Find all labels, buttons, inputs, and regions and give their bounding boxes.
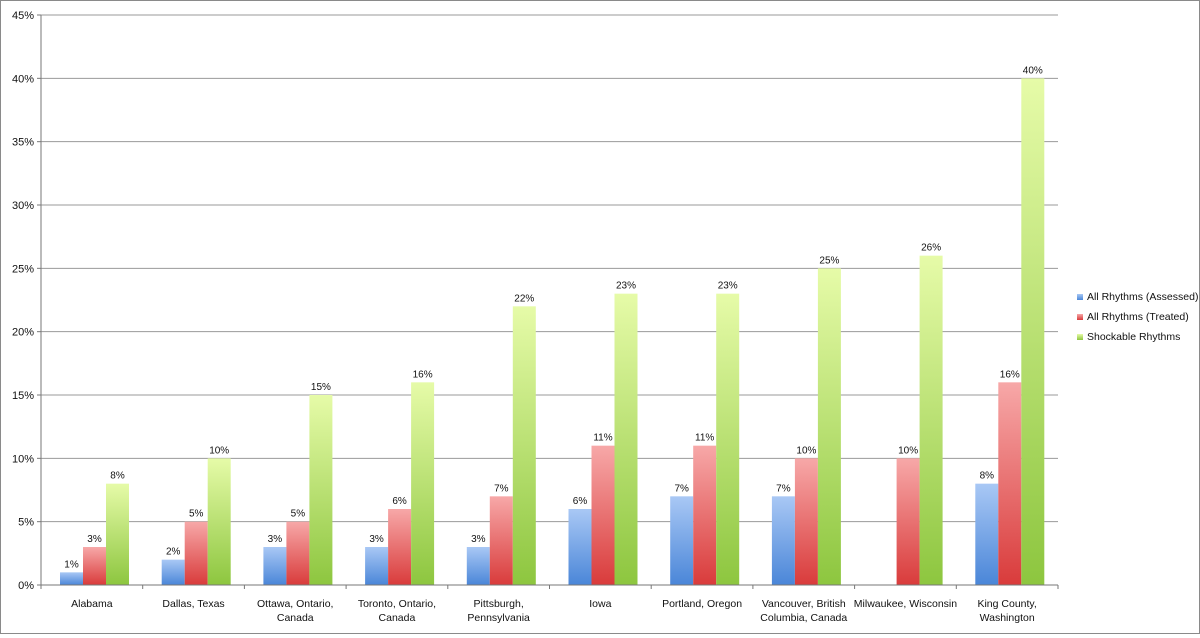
x-tick-label: Milwaukee, Wisconsin xyxy=(854,598,957,610)
data-label: 26% xyxy=(921,243,941,254)
data-label: 2% xyxy=(166,547,181,558)
bar xyxy=(309,395,333,585)
data-label: 7% xyxy=(494,483,509,494)
bar xyxy=(591,445,615,585)
data-label: 3% xyxy=(87,534,102,545)
y-tick-label: 35% xyxy=(12,137,34,149)
data-label: 15% xyxy=(311,382,331,393)
legend-swatch xyxy=(1077,314,1083,320)
bars xyxy=(60,78,1045,585)
x-tick-label: Toronto, Ontario, Canada xyxy=(358,598,436,624)
data-label: 8% xyxy=(110,471,125,482)
y-tick-label: 10% xyxy=(12,453,34,465)
data-label: 16% xyxy=(413,369,433,380)
data-label: 23% xyxy=(616,281,636,292)
legend: All Rhythms (Assessed) All Rhythms (Treat… xyxy=(1077,291,1198,343)
bar xyxy=(817,268,841,585)
data-label: 6% xyxy=(392,496,407,507)
x-axis-categories: Alabama Dallas, Texas Ottawa, Ontario, Cana… xyxy=(71,598,1037,624)
data-label: 7% xyxy=(776,483,791,494)
data-label: 11% xyxy=(593,433,612,444)
y-tick-label: 25% xyxy=(12,263,34,275)
data-label: 1% xyxy=(64,559,79,570)
data-label: 3% xyxy=(471,534,486,545)
bar xyxy=(794,458,818,585)
data-label: 8% xyxy=(980,471,995,482)
bar xyxy=(771,496,795,585)
bar xyxy=(83,547,106,585)
bar xyxy=(207,458,231,585)
bar xyxy=(286,521,310,585)
bar xyxy=(489,496,513,585)
data-label: 10% xyxy=(898,445,918,456)
bar xyxy=(614,293,638,585)
x-tick-label: Iowa xyxy=(589,598,611,610)
bar xyxy=(693,445,717,585)
x-tick-label: Dallas, Texas xyxy=(162,598,224,610)
x-tick-label: Alabama xyxy=(71,598,113,610)
data-label: 25% xyxy=(819,255,839,266)
bar xyxy=(1021,78,1045,585)
legend-label: All Rhythms (Treated) xyxy=(1087,311,1189,323)
x-tick-label: King County, Washington xyxy=(977,598,1036,624)
bar xyxy=(60,572,83,585)
y-axis-ticks: 0% 5% 10% 15% 20% 25% 30% 35% 40% 45% xyxy=(12,10,41,592)
data-label: 10% xyxy=(796,445,816,456)
bar xyxy=(896,458,920,585)
data-label: 7% xyxy=(674,483,689,494)
y-tick-label: 15% xyxy=(12,390,34,402)
bar xyxy=(466,547,490,585)
y-tick-label: 20% xyxy=(12,327,34,339)
x-tick-label: Pittsburgh, Pennsylvania xyxy=(467,598,530,624)
y-tick-label: 0% xyxy=(18,580,34,592)
bar xyxy=(716,293,740,585)
y-tick-label: 30% xyxy=(12,200,34,212)
data-label: 5% xyxy=(291,509,306,520)
x-tick-label: Vancouver, British Columbia, Canada xyxy=(760,598,847,624)
legend-label: Shockable Rhythms xyxy=(1087,331,1180,343)
data-label: 3% xyxy=(268,534,283,545)
y-tick-label: 45% xyxy=(12,10,34,22)
bar xyxy=(263,547,287,585)
x-tick-label: Portland, Oregon xyxy=(662,598,742,610)
y-tick-label: 40% xyxy=(12,73,34,85)
data-label: 5% xyxy=(189,509,204,520)
bar xyxy=(998,382,1022,585)
data-label: 11% xyxy=(695,433,714,444)
bar xyxy=(568,509,592,585)
x-tick-label: Ottawa, Ontario, Canada xyxy=(257,598,333,624)
legend-swatch xyxy=(1077,334,1083,340)
bar xyxy=(161,559,185,585)
data-label: 22% xyxy=(514,293,534,304)
data-label: 40% xyxy=(1023,65,1043,76)
data-label: 23% xyxy=(718,281,738,292)
data-label: 16% xyxy=(1000,369,1020,380)
bar xyxy=(670,496,694,585)
data-label: 3% xyxy=(369,534,384,545)
bar xyxy=(919,255,943,585)
bar xyxy=(106,483,129,585)
legend-label: All Rhythms (Assessed) xyxy=(1087,291,1198,303)
bar xyxy=(184,521,208,585)
bar xyxy=(388,509,412,585)
y-tick-label: 5% xyxy=(18,517,34,529)
bar xyxy=(975,483,999,585)
bar xyxy=(512,306,536,585)
bar xyxy=(365,547,389,585)
axes xyxy=(40,15,1059,589)
legend-swatch xyxy=(1077,294,1083,300)
data-labels: 1% 2% 3% 3% 3% 6% 7% 7% 8% 3% 5% 5% 6% 7% 11% 11% 10% 10%… xyxy=(64,65,1043,570)
data-label: 10% xyxy=(209,445,229,456)
bar xyxy=(411,382,435,585)
data-label: 6% xyxy=(573,496,588,507)
